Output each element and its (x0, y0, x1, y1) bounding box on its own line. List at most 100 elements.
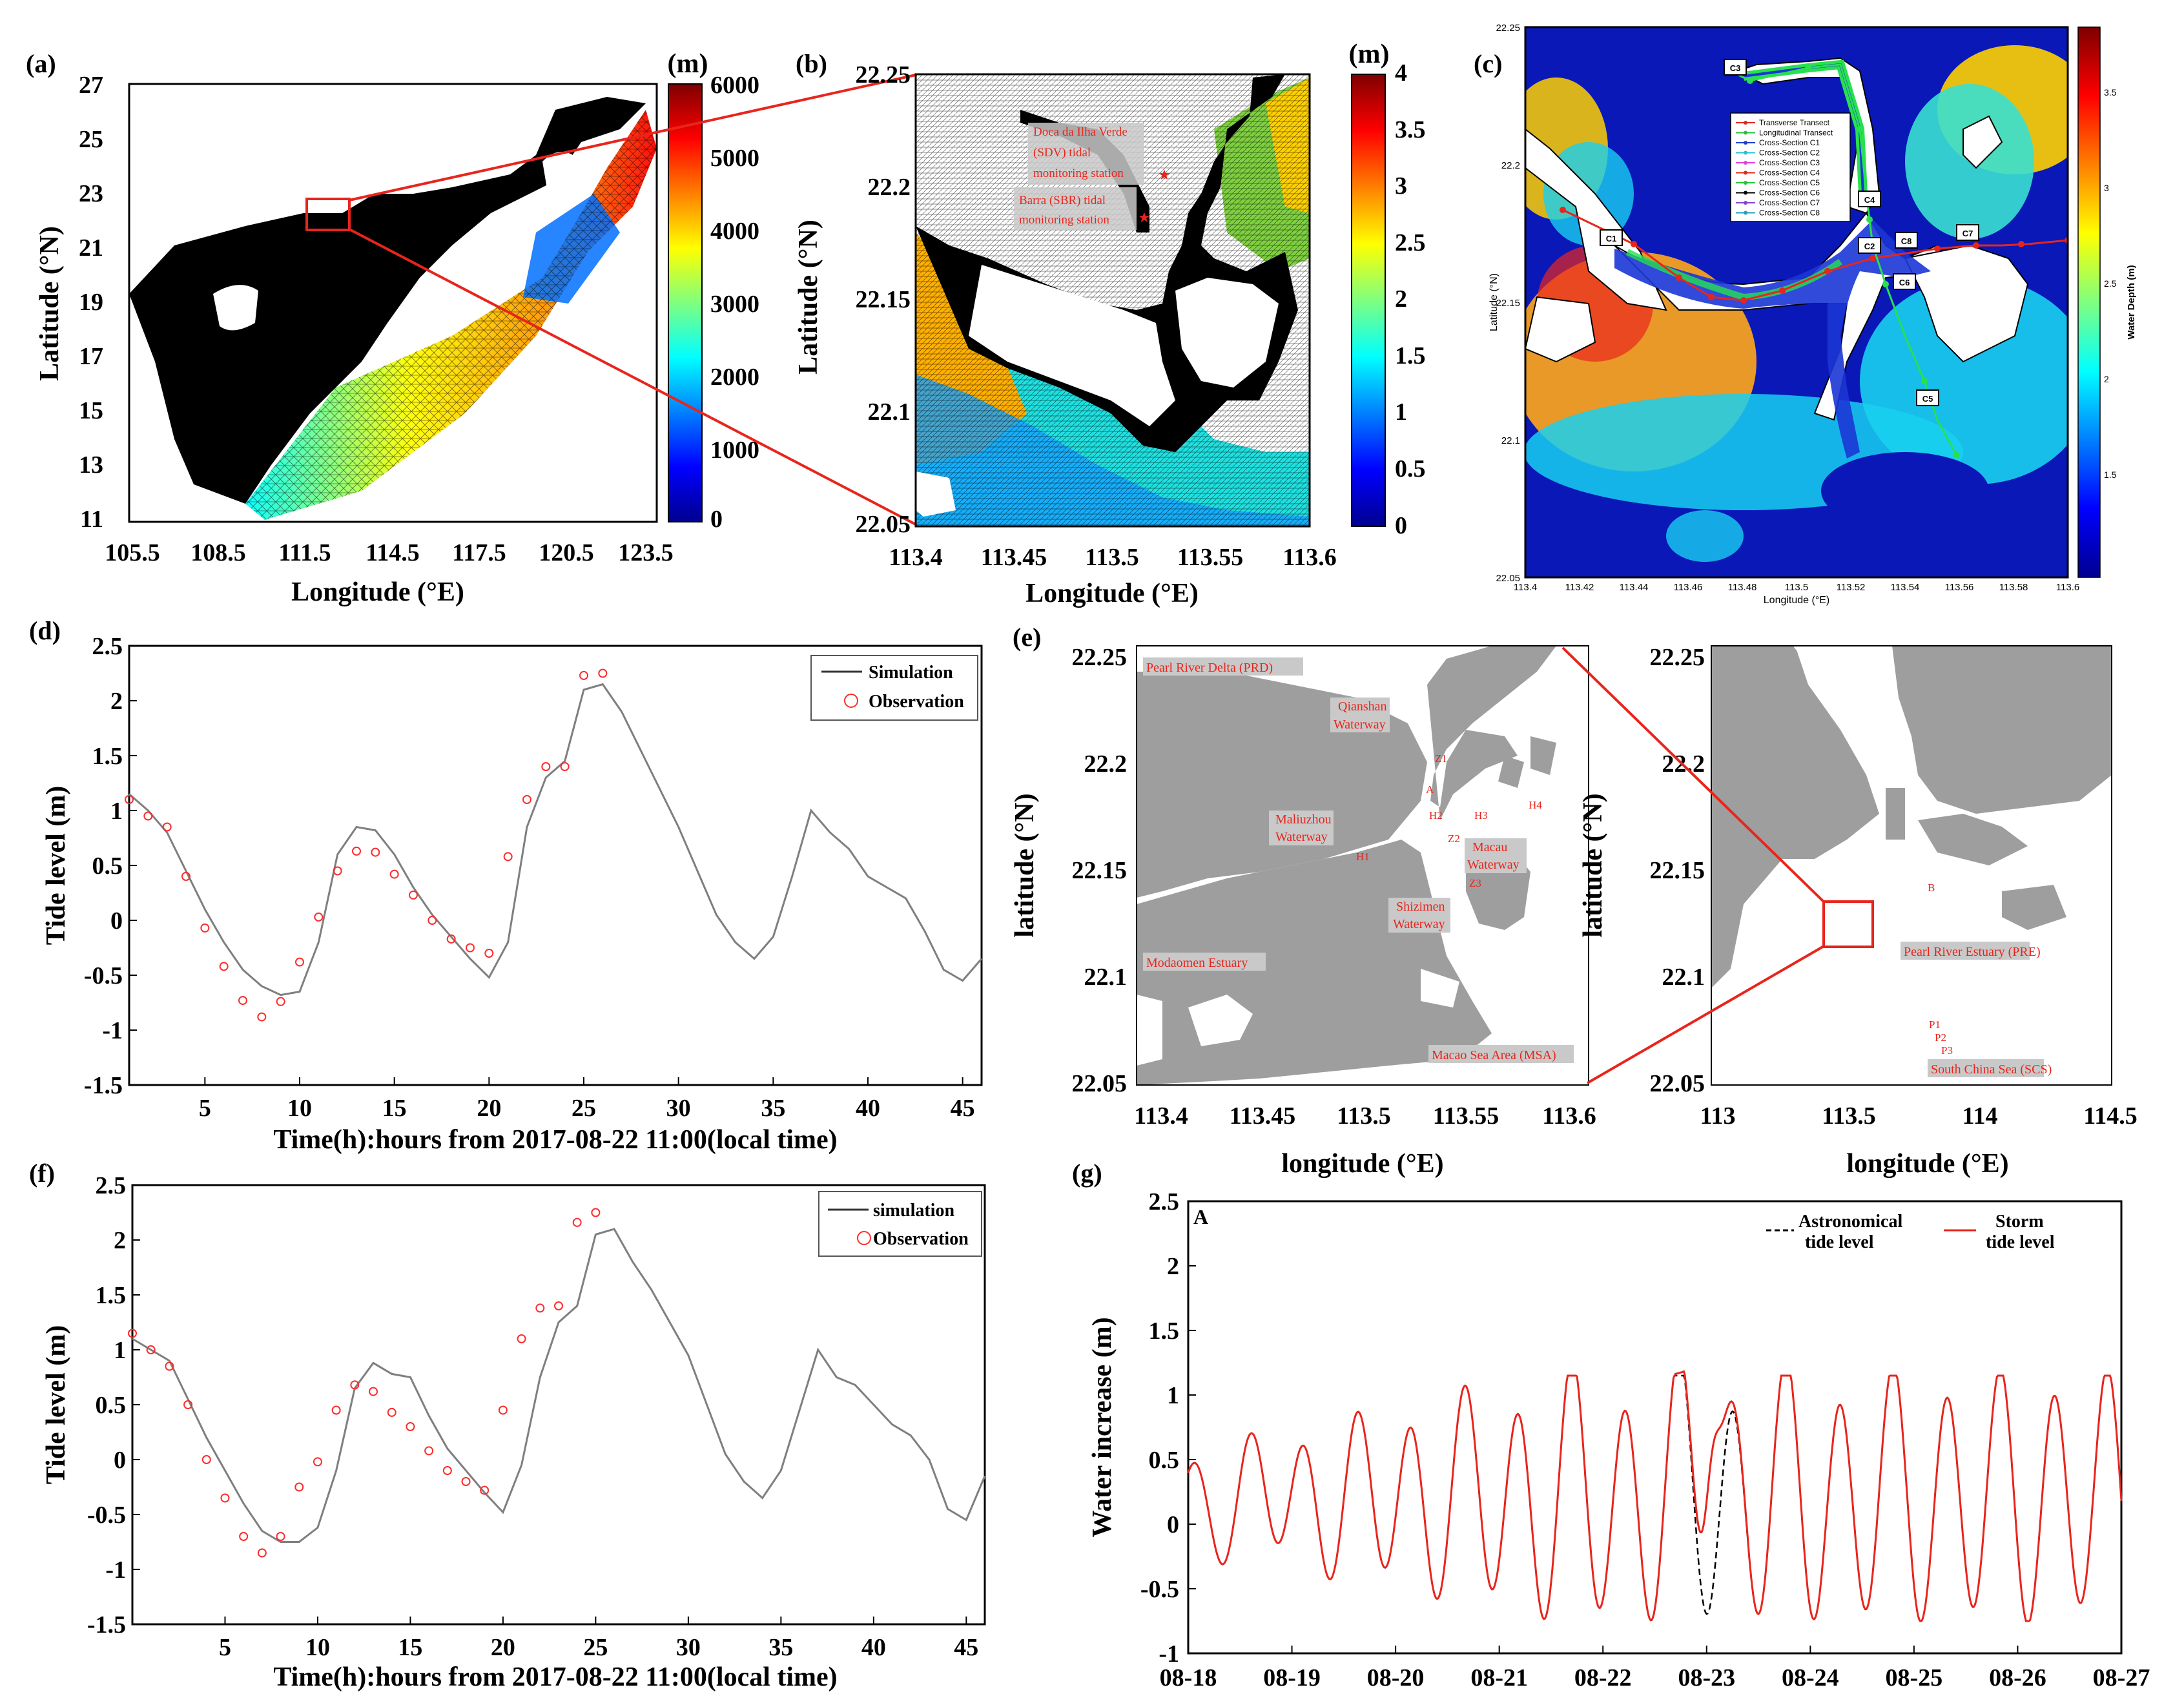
x-tick-label: 08-24 (1782, 1664, 1839, 1691)
c-legend-marker (1744, 161, 1747, 165)
c-tag: C7 (1963, 229, 1973, 238)
c-tag: C1 (1606, 234, 1617, 243)
observation-point (409, 890, 418, 900)
g-legend-astro-1: Astronomical (1798, 1212, 1902, 1232)
e-point-label: P2 (1935, 1031, 1946, 1044)
e-place-label: Waterway (1275, 830, 1328, 844)
e-ytick: 22.05 (1650, 1070, 1705, 1097)
e-callout (1586, 944, 1826, 1084)
observation-point (313, 1457, 322, 1467)
observation-point (331, 1405, 341, 1415)
observation-point (181, 872, 191, 881)
c-legend: Transverse Transect Longitudinal Transect… (1730, 112, 1851, 222)
x-tick-label: 25 (583, 1634, 608, 1661)
c-tag: C8 (1901, 236, 1912, 246)
zoom-box-a (305, 198, 351, 231)
a-ylabel: Latitude (°N) (35, 226, 65, 381)
observation-point (276, 997, 285, 1006)
b-sdv-label: Doca da Ilha Verde (1033, 125, 1128, 139)
c-legend-label: Cross-Section C4 (1759, 169, 1820, 178)
panel-d: (d) 5 10 15 20 25 30 35 40 45 2.5 2 1.5 1 0.5 0 -0.5 -1 -… (29, 616, 983, 1155)
observation-point (517, 1334, 526, 1343)
a-x-ticks: 105.5 108.5 111.5 114.5 117.5 120.5 123.… (105, 539, 674, 566)
c-cbtick: 2.5 (2104, 278, 2117, 289)
c-legend-label: Cross-Section C6 (1759, 189, 1820, 198)
panel-b-map: Doca da Ilha Verde (SDV) tidal monitorin… (916, 74, 1310, 526)
y-tick-label: -1 (105, 1556, 126, 1584)
c-x-ticks: 113.4 113.42 113.44 113.46 113.48 113.5 … (1514, 582, 2079, 593)
b-xlabel: Longitude (°E) (1025, 579, 1199, 608)
x-tick-label: 20 (491, 1634, 515, 1661)
a-y-ticks: 27 25 23 21 19 17 15 13 11 (79, 72, 103, 533)
observation-point (387, 1407, 397, 1417)
e-left-map: Pearl River Delta (PRD) Qianshan Waterwa… (1010, 644, 1596, 1179)
a-xtick: 120.5 (539, 539, 594, 566)
c-legend-marker (1744, 170, 1747, 175)
observation-point (461, 1477, 471, 1486)
e-point-label: A (1426, 783, 1434, 796)
sbr-star-icon: ★ (1138, 209, 1151, 225)
c-y-ticks: 22.25 22.2 22.15 22.1 22.05 (1496, 23, 1520, 584)
b-cbtick: 3 (1395, 172, 1407, 200)
c-xtick: 113.48 (1728, 582, 1757, 593)
e-right-map: Pearl River Estuary (PRE) South China Se… (1578, 644, 2138, 1179)
c-legend-label: Cross-Section C2 (1759, 149, 1820, 158)
observation-point (554, 1301, 563, 1310)
observation-point (579, 670, 588, 680)
e-place-label: Pearl River Delta (PRD) (1146, 661, 1273, 675)
panel-a: (a) 105.5 108.5 111.5 114.5 117.5 120.5 … (26, 49, 759, 607)
c-legend-label: Cross-Section C8 (1759, 209, 1820, 218)
simulation-line (129, 683, 983, 997)
observation-point (560, 762, 570, 771)
b-sbr-label: Barra (SBR) tidal (1019, 194, 1106, 207)
x-tick-label: 15 (382, 1095, 407, 1122)
e-xtick: 113.4 (1134, 1102, 1188, 1130)
e-xtick: 113.45 (1230, 1102, 1295, 1130)
c-ytick: 22.25 (1496, 23, 1520, 34)
y-tick-label: 0 (110, 907, 123, 935)
y-tick-label: 1 (114, 1337, 126, 1364)
observation-point (314, 912, 324, 922)
a-cbtick: 3000 (710, 291, 759, 318)
callout-lines-ab (349, 74, 916, 526)
e-point-label: P3 (1941, 1044, 1953, 1057)
e-callout (1561, 646, 1826, 904)
x-tick-label: 40 (856, 1095, 880, 1122)
panel-a-label: (a) (26, 49, 56, 78)
a-ytick: 19 (79, 289, 103, 316)
x-tick-label: 35 (768, 1634, 793, 1661)
y-tick-label: -1 (102, 1017, 123, 1044)
a-ytick: 27 (79, 72, 103, 99)
c-xtick: 113.52 (1837, 582, 1866, 593)
observation-point (541, 762, 551, 771)
e-place-label: South China Sea (SCS) (1931, 1062, 2052, 1077)
c-legend-marker (1744, 181, 1747, 185)
b-xtick: 113.5 (1085, 544, 1138, 571)
e-xtick: 113.5 (1337, 1102, 1390, 1130)
e-left-xlabel: longitude (°E) (1281, 1149, 1443, 1179)
c-legend-marker (1744, 201, 1747, 205)
g-legend-astro-2: tide level (1805, 1232, 1874, 1252)
observation-point (146, 1345, 156, 1354)
x-tick-label: 10 (305, 1634, 330, 1661)
e-left-x-ticks: 113.4 113.45 113.5 113.55 113.6 (1134, 1102, 1596, 1130)
e-left-y-ticks: 22.25 22.2 22.15 22.1 22.05 (1072, 644, 1128, 1097)
x-tick-label: 35 (761, 1095, 785, 1122)
y-tick-label: 0.5 (1149, 1447, 1180, 1474)
f-plot: 5 10 15 20 25 30 35 40 45 2.5 2 1.5 1 0.5 0 -0.5 -1 -1.5 (87, 1172, 986, 1661)
panel-e: (e) Pearl River Delta (PRD) Qianshan Wat… (1010, 623, 2138, 1179)
e-right-places: Pearl River Estuary (PRE) South China Se… (1901, 942, 2052, 1077)
observation-point (371, 847, 380, 857)
e-ytick: 22.25 (1072, 644, 1128, 671)
y-tick-label: -0.5 (87, 1502, 126, 1529)
a-cbtick: 0 (710, 506, 723, 533)
island-b (969, 265, 1175, 426)
c-tag: C2 (1864, 242, 1875, 251)
panel-d-label: (d) (29, 616, 61, 645)
b-cbtick: 0 (1395, 512, 1407, 539)
b-sdv-label: (SDV) tidal (1033, 146, 1091, 160)
x-tick-label: 08-27 (2093, 1664, 2150, 1691)
c-legend-marker (1744, 211, 1747, 215)
a-cbtick: 5000 (710, 145, 759, 172)
y-tick-label: 1.5 (92, 743, 123, 770)
